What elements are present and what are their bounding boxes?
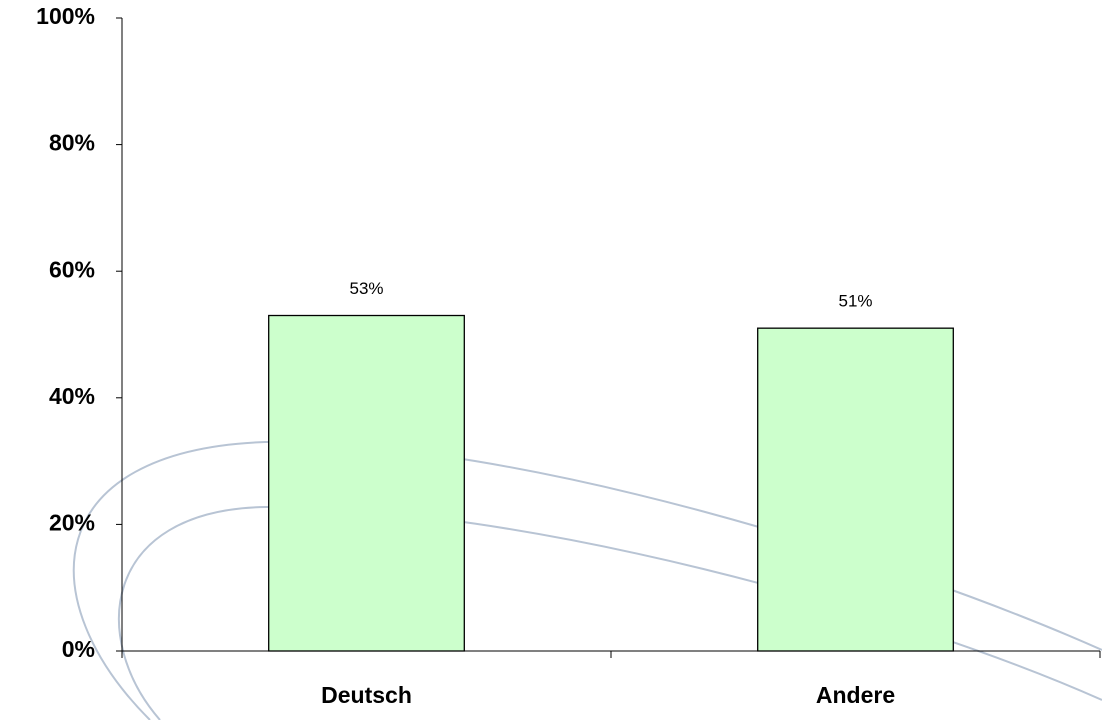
bar — [268, 314, 465, 652]
y-tick-label: 40% — [49, 383, 95, 409]
y-tick-label: 80% — [49, 130, 95, 156]
value-label: 53% — [349, 279, 383, 298]
y-tick-label: 60% — [49, 256, 95, 282]
y-tick-label: 20% — [49, 509, 95, 535]
y-tick-label: 100% — [36, 3, 95, 29]
y-tick-label: 0% — [62, 636, 95, 662]
x-tick-label: Andere — [816, 682, 895, 708]
swoosh-curve — [117, 505, 1102, 720]
value-label: 51% — [838, 292, 872, 311]
bar — [757, 327, 954, 652]
x-tick-label: Deutsch — [321, 682, 412, 708]
